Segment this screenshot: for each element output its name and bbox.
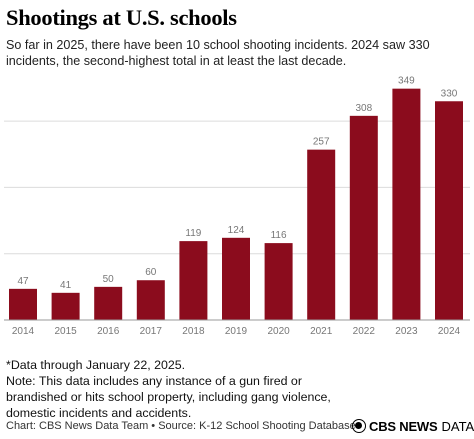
value-label-2022: 308: [355, 103, 372, 114]
x-tick-label-2015: 2015: [54, 326, 77, 337]
chart-notes: *Data through January 22, 2025. Note: Th…: [6, 357, 336, 421]
x-tick-label-2020: 2020: [267, 326, 290, 337]
note-line-4: domestic incidents and accidents.: [6, 406, 192, 420]
x-tick-label-2021: 2021: [310, 326, 333, 337]
bar-2020: [264, 243, 293, 320]
bar-2018: [179, 241, 208, 320]
value-label-2016: 50: [103, 274, 115, 285]
brand-name: CBS NEWS: [369, 418, 438, 434]
value-label-2015: 41: [60, 280, 72, 291]
cbs-eye-icon: [352, 419, 366, 433]
x-tick-label-2016: 2016: [97, 326, 120, 337]
x-tick-label-2022: 2022: [353, 326, 376, 337]
bar-chart: 47 2014 41 2015 50 2016 60 2017 119 2018 124 2019 11…: [4, 76, 470, 337]
bar-2021: [307, 149, 336, 320]
value-label-2014: 47: [17, 276, 29, 287]
note-line-2: Note: This data includes any instance of…: [6, 374, 302, 388]
value-label-2017: 60: [145, 267, 157, 278]
bar-2017: [136, 280, 165, 320]
bar-2019: [222, 237, 250, 320]
source-credit: Chart: CBS News Data Team • Source: K-12…: [6, 420, 356, 432]
bar-2023: [392, 88, 421, 320]
brand-suffix: DATA: [441, 418, 474, 434]
value-label-2024: 330: [441, 88, 458, 99]
chart-subtitle: So far in 2025, there have been 10 schoo…: [6, 38, 430, 68]
value-label-2023: 349: [398, 76, 415, 87]
value-label-2020: 116: [271, 230, 287, 241]
bar-2014: [9, 288, 37, 320]
x-tick-label-2014: 2014: [12, 326, 35, 337]
value-label-2019: 124: [228, 225, 245, 236]
x-tick-label-2024: 2024: [438, 326, 461, 337]
note-data-through: *Data through January 22, 2025.: [6, 358, 186, 372]
cbs-news-data-logo: CBS NEWS DATA: [352, 418, 474, 434]
x-tick-label-2019: 2019: [225, 326, 248, 337]
value-label-2021: 257: [313, 137, 330, 148]
x-tick-label-2018: 2018: [182, 326, 205, 337]
value-label-2018: 119: [185, 228, 201, 239]
bar-2016: [94, 286, 123, 320]
x-tick-label-2023: 2023: [395, 326, 418, 337]
note-line-3: brandished or hits school property, incl…: [6, 390, 331, 404]
bar-2024: [435, 101, 463, 320]
bar-2022: [349, 115, 378, 320]
chart-title: Shootings at U.S. schools: [6, 5, 237, 30]
bar-2015: [51, 292, 80, 320]
x-tick-label-2017: 2017: [140, 326, 163, 337]
